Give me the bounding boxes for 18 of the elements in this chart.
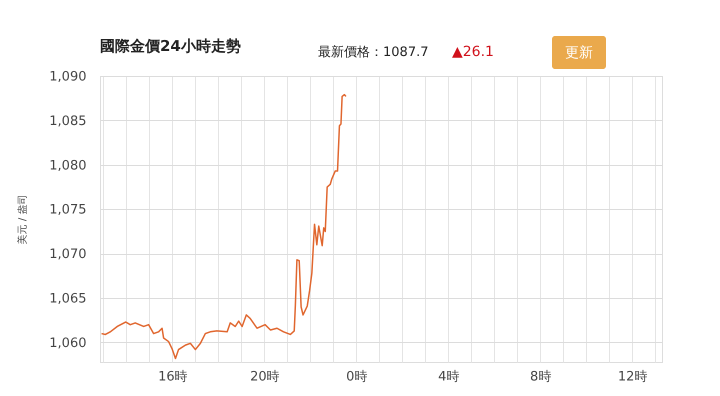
text: ▲26.1 xyxy=(452,44,494,60)
y-tick-label: 1,060 xyxy=(49,336,86,351)
text: 更新 xyxy=(565,45,593,61)
x-tick-label: 12時 xyxy=(618,370,648,384)
y-tick-label: 1,075 xyxy=(49,202,86,218)
x-tick-label: 20時 xyxy=(250,370,280,384)
x-tick-label: 4時 xyxy=(438,370,460,384)
x-tick-label: 8時 xyxy=(530,370,552,384)
chart-subtitle: 最新價格：1087.7 xyxy=(318,45,428,60)
chart-title: 國際金價24小時走勢 xyxy=(100,37,241,55)
y-tick-label: 1,085 xyxy=(49,114,86,129)
y-tick-label: 1,090 xyxy=(49,70,86,84)
y-axis-title: 美元 / 盎司 xyxy=(16,194,28,244)
x-tick-label: 0時 xyxy=(346,370,368,384)
y-tick-label: 1,065 xyxy=(49,292,86,307)
x-tick-label: 16時 xyxy=(158,370,188,384)
y-tick-label: 1,070 xyxy=(49,247,86,262)
y-tick-label: 1,080 xyxy=(49,158,86,174)
